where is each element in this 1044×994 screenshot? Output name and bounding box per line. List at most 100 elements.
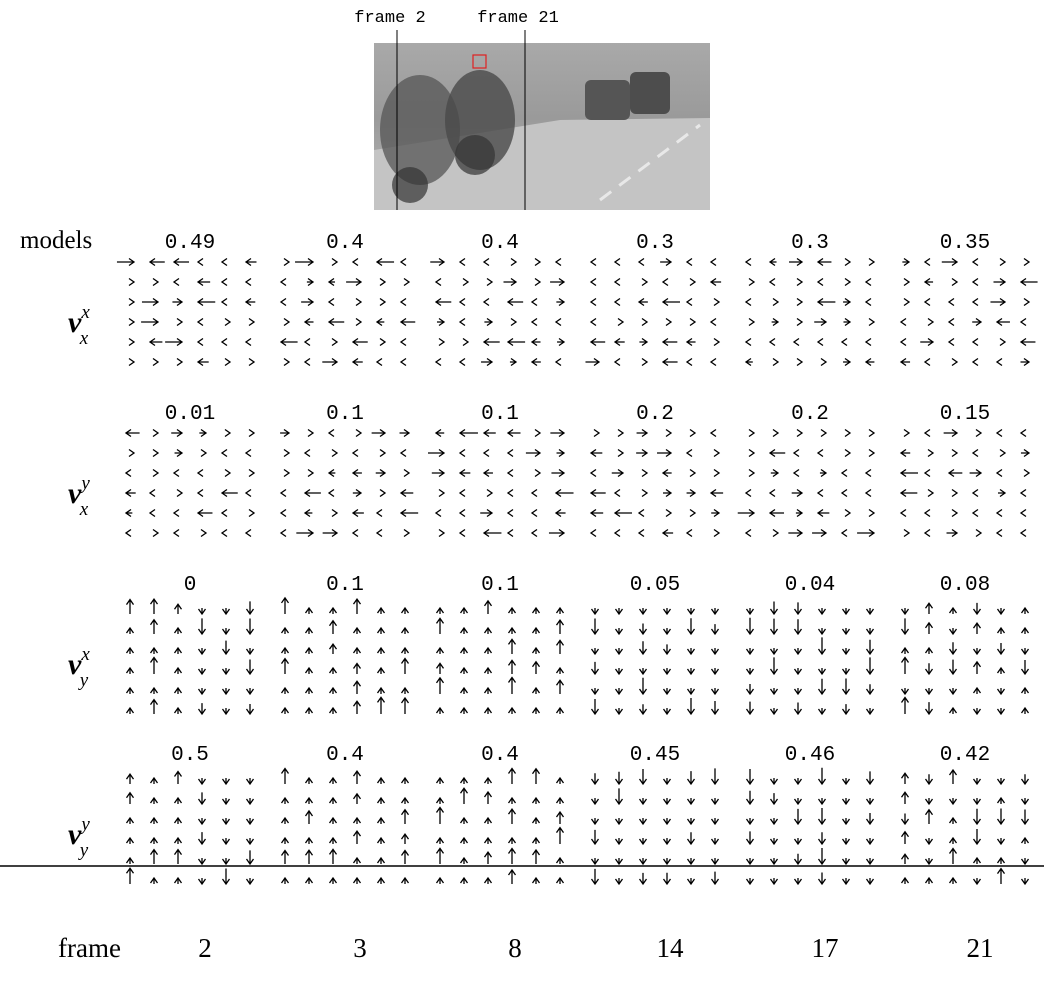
flow-arrow: [151, 850, 158, 864]
flow-arrow: [773, 530, 778, 537]
flow-arrow: [284, 359, 289, 366]
flow-arrow: [199, 878, 206, 884]
flow-arrow: [246, 450, 251, 457]
flow-arrow: [461, 788, 468, 804]
flow-arrow: [615, 510, 632, 517]
row-label: vyx: [68, 473, 90, 520]
flow-arrow: [925, 510, 930, 517]
flow-arrow: [175, 648, 182, 654]
flow-arrow: [714, 299, 719, 306]
flow-arrow: [460, 299, 465, 306]
flow-arrow: [640, 704, 647, 714]
flow-arrow: [973, 339, 978, 346]
flow-arrow: [402, 810, 409, 824]
model-weight: 0.1: [326, 403, 364, 426]
flow-arrow: [998, 869, 1005, 884]
flow-arrow: [925, 259, 930, 266]
flow-arrow: [225, 319, 230, 326]
flow-arrow: [557, 680, 564, 694]
flow-arrow: [818, 279, 823, 286]
flow-arrow: [549, 530, 564, 537]
row-subscript: y: [78, 670, 89, 691]
flow-arrow: [771, 648, 778, 654]
flow-arrow: [819, 608, 826, 614]
flow-arrow: [281, 490, 286, 497]
flow-arrow: [460, 450, 465, 457]
flow-arrow: [330, 778, 337, 784]
figure: frame 2 frame 21 models frame vxx0.490.4…: [0, 0, 1044, 994]
model-weight: 0.01: [165, 403, 215, 426]
flow-arrow: [485, 818, 492, 824]
flow-arrow: [484, 470, 493, 477]
frame-number: 3: [353, 933, 367, 963]
flow-arrow: [401, 510, 418, 517]
flow-arrow: [687, 259, 692, 266]
flow-arrow: [150, 339, 162, 346]
flow-arrow: [485, 601, 492, 614]
flow-arrow: [666, 430, 671, 437]
flow-arrow: [127, 600, 134, 614]
flow-arrow: [795, 668, 802, 674]
flow-arrow: [487, 279, 492, 286]
model-weight: 0.4: [326, 744, 364, 767]
flow-arrow: [222, 259, 227, 266]
flow-arrow: [867, 858, 874, 864]
flow-arrow: [532, 510, 537, 517]
flow-arrow: [688, 858, 695, 864]
flow-arrow: [353, 470, 362, 477]
flow-arrow: [746, 339, 751, 346]
flow-arrow: [485, 668, 492, 674]
flow-arrow: [904, 279, 909, 286]
flow-arrow: [1022, 608, 1029, 614]
flow-arrow: [281, 299, 286, 306]
flow-arrow: [484, 530, 501, 537]
flow-arrow: [616, 708, 623, 714]
flow-arrow: [247, 659, 254, 674]
flow-arrow: [460, 470, 470, 477]
frame-number: 21: [967, 933, 994, 963]
flow-arrow: [460, 490, 465, 497]
flow-arrow: [640, 838, 647, 844]
flow-arrow: [282, 648, 289, 654]
flow-arrow: [296, 530, 313, 537]
flow-arrow: [902, 832, 909, 844]
flow-arrow: [306, 878, 313, 884]
flow-arrow: [819, 798, 826, 804]
flow-arrow: [688, 648, 695, 654]
flow-arrow: [199, 430, 206, 437]
flow-arrow: [378, 858, 385, 864]
flow-arrow: [797, 299, 802, 306]
flow-arrow: [428, 450, 444, 457]
flow-arrow: [771, 838, 778, 844]
flow-arrow: [437, 848, 444, 864]
flow-arrow: [126, 430, 140, 437]
flow-arrow: [509, 677, 516, 694]
motion-field: [738, 430, 874, 537]
flow-arrow: [509, 798, 516, 804]
flow-arrow: [592, 618, 599, 634]
flow-arrow: [354, 628, 361, 634]
flow-arrow: [926, 702, 933, 714]
flow-arrow: [843, 608, 850, 614]
flow-arrow: [485, 708, 492, 714]
flow-arrow: [618, 450, 623, 457]
flow-arrow: [198, 259, 203, 266]
flow-arrow: [174, 510, 179, 517]
flow-arrow: [1022, 648, 1029, 654]
flow-arrow: [305, 359, 310, 366]
flow-arrow: [354, 818, 361, 824]
flow-arrow: [281, 279, 286, 286]
flow-arrow: [925, 359, 930, 366]
flow-arrow: [795, 688, 802, 694]
row-superscript: y: [79, 814, 90, 835]
flow-arrow: [749, 430, 754, 437]
flow-arrow: [901, 319, 906, 326]
flow-arrow: [378, 798, 385, 804]
flow-arrow: [640, 873, 647, 884]
flow-arrow: [687, 359, 692, 366]
frame-number: 14: [657, 933, 685, 963]
row-subscript: x: [79, 499, 89, 520]
flow-arrow: [378, 838, 385, 844]
flow-arrow: [843, 299, 850, 306]
